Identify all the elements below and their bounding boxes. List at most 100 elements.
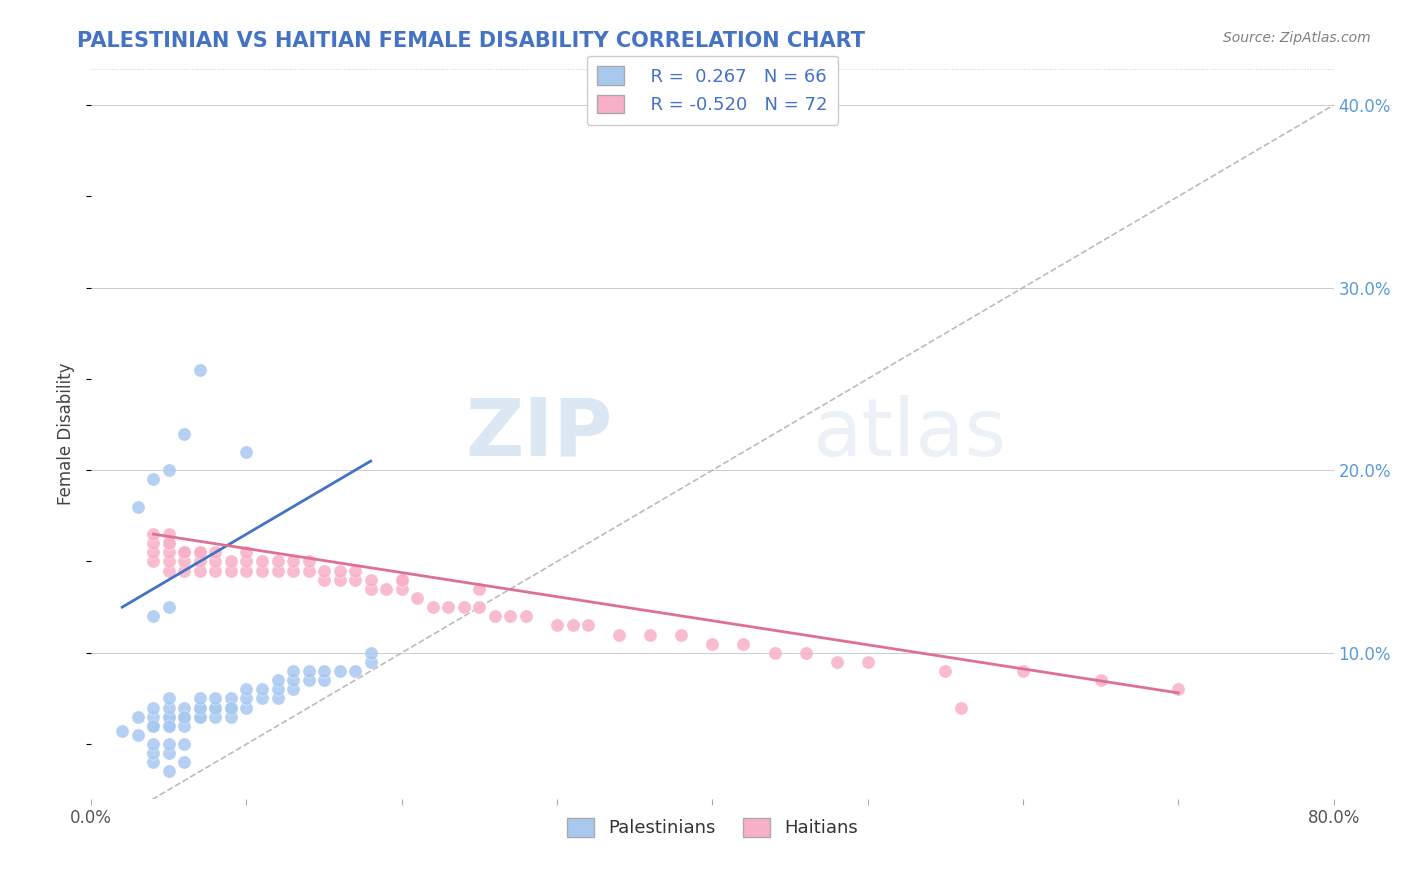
Point (157, 746, 180, 760)
Point (281, 554, 304, 568)
Point (204, 691, 226, 706)
Point (329, 664, 352, 678)
Point (188, 709, 211, 723)
Y-axis label: Female Disability: Female Disability (58, 362, 75, 505)
Point (281, 564, 304, 578)
Point (157, 545, 180, 559)
Point (763, 646, 786, 660)
Point (173, 719, 195, 733)
Point (188, 564, 211, 578)
Point (391, 573, 413, 587)
Point (266, 673, 288, 688)
Point (1167, 682, 1189, 697)
Point (188, 545, 211, 559)
Point (515, 609, 537, 624)
Point (344, 564, 367, 578)
Point (173, 564, 195, 578)
Point (188, 363, 211, 377)
Point (157, 709, 180, 723)
Point (142, 756, 165, 770)
Point (391, 582, 413, 596)
Point (219, 554, 242, 568)
Point (266, 564, 288, 578)
Point (453, 600, 475, 615)
Point (188, 554, 211, 568)
Point (173, 554, 195, 568)
Point (422, 600, 444, 615)
Point (142, 700, 165, 714)
Text: atlas: atlas (811, 394, 1007, 473)
Point (219, 700, 242, 714)
Point (825, 655, 848, 669)
Point (702, 637, 724, 651)
Point (546, 618, 568, 632)
Point (314, 564, 336, 578)
Point (360, 655, 382, 669)
Point (127, 500, 149, 514)
Point (142, 545, 165, 559)
Point (733, 637, 755, 651)
Point (360, 646, 382, 660)
Point (468, 582, 491, 596)
Point (281, 682, 304, 697)
Point (127, 709, 149, 723)
Point (344, 664, 367, 678)
Point (281, 664, 304, 678)
Point (1012, 664, 1035, 678)
Point (157, 691, 180, 706)
Point (142, 737, 165, 751)
Point (204, 554, 226, 568)
Point (157, 719, 180, 733)
Point (219, 709, 242, 723)
Point (204, 700, 226, 714)
Point (484, 609, 506, 624)
Point (391, 573, 413, 587)
Point (111, 724, 134, 739)
Point (250, 691, 273, 706)
Text: PALESTINIAN VS HAITIAN FEMALE DISABILITY CORRELATION CHART: PALESTINIAN VS HAITIAN FEMALE DISABILITY… (77, 31, 865, 51)
Point (329, 564, 352, 578)
Point (188, 545, 211, 559)
Point (157, 764, 180, 779)
Point (250, 554, 273, 568)
Point (157, 719, 180, 733)
Point (173, 709, 195, 723)
Point (297, 554, 319, 568)
Point (142, 719, 165, 733)
Point (173, 756, 195, 770)
Point (794, 646, 817, 660)
Point (250, 564, 273, 578)
Point (235, 554, 257, 568)
Point (949, 700, 972, 714)
Point (281, 673, 304, 688)
Point (157, 463, 180, 477)
Point (173, 709, 195, 723)
Point (235, 445, 257, 459)
Point (188, 691, 211, 706)
Point (142, 472, 165, 486)
Point (235, 700, 257, 714)
Point (266, 682, 288, 697)
Point (173, 709, 195, 723)
Point (157, 564, 180, 578)
Point (127, 728, 149, 742)
Point (142, 554, 165, 568)
Point (219, 564, 242, 578)
Point (235, 691, 257, 706)
Point (1090, 673, 1112, 688)
Point (934, 664, 956, 678)
Point (499, 609, 522, 624)
Point (142, 536, 165, 550)
Text: ZIP: ZIP (465, 394, 613, 473)
Point (235, 545, 257, 559)
Point (173, 700, 195, 714)
Point (266, 554, 288, 568)
Point (329, 573, 352, 587)
Point (856, 655, 879, 669)
Point (671, 627, 693, 641)
Point (468, 600, 491, 615)
Point (235, 564, 257, 578)
Point (142, 527, 165, 541)
Point (235, 682, 257, 697)
Point (157, 600, 180, 615)
